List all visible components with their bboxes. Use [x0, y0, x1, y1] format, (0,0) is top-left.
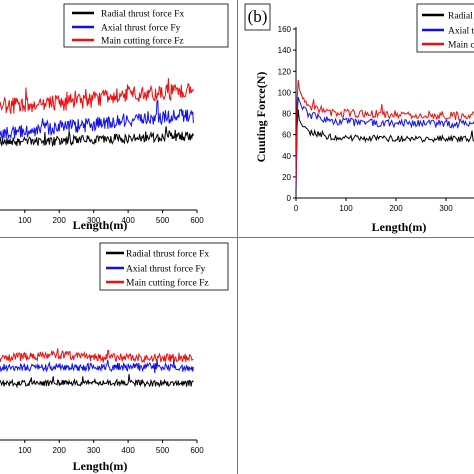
- series-line-main: [295, 79, 474, 182]
- x-tick-label: 100: [18, 216, 32, 225]
- series-line-axial: [0, 358, 194, 374]
- legend-label-radial: Radial thrust force Fx: [101, 9, 184, 20]
- panel-b-line-chart: 0204060801001201401600100200300400Length…: [244, 3, 474, 234]
- panel-content: 0204060801001201401600100200300400Length…: [244, 3, 474, 234]
- y-tick-label: 100: [278, 88, 292, 97]
- x-tick-label: 200: [53, 446, 67, 455]
- x-tick-label: 300: [439, 204, 453, 213]
- x-tick-label: 300: [87, 216, 101, 225]
- panel-a-line-chart: 100 200 300 400 500 600 Length(m) Radial thrust…: [0, 3, 229, 232]
- y-axis-title: Cuuting Force(N): [254, 72, 268, 163]
- series-line-axial: [295, 96, 474, 189]
- y-tick-label: 40: [282, 152, 291, 161]
- panel-c-line-chart: 0100200300400500600Length(m)Radial thrus…: [0, 242, 229, 473]
- legend-label-axial: Axial thrust force Fy: [448, 26, 474, 37]
- series-line-radial: [0, 374, 194, 389]
- legend-label-main: Main cutting force Fz: [126, 278, 209, 289]
- series-line-radial: [295, 109, 474, 193]
- x-tick-label: 400: [121, 446, 135, 455]
- x-tick-label: 200: [389, 204, 403, 213]
- x-tick-label: 300: [87, 446, 101, 455]
- x-tick-label: 600: [190, 216, 204, 225]
- y-tick-label: 0: [287, 194, 292, 203]
- series-line-main: [0, 348, 194, 364]
- legend-label-axial: Axial thrust force Fy: [126, 264, 206, 275]
- y-tick-label: 80: [282, 110, 291, 119]
- series-line-main: [0, 78, 194, 114]
- legend-label-radial: Radial thrust force Fx: [448, 11, 474, 22]
- panel-tag: (b): [248, 7, 268, 26]
- x-tick-label: 100: [18, 446, 32, 455]
- panel-content: 0100200300400500600Length(m)Radial thrus…: [0, 242, 229, 473]
- y-tick-label: 160: [278, 25, 292, 34]
- x-axis-title: Length(m): [372, 220, 427, 234]
- panel-content: 100 200 300 400 500 600 Length(m) Radial thrust…: [0, 3, 229, 232]
- x-tick-label: 200: [53, 216, 67, 225]
- legend-label-main: Main cutting force Fz: [101, 36, 184, 47]
- series-line-radial: [0, 126, 194, 147]
- x-axis-title: Length(m): [73, 218, 128, 232]
- x-tick-label: 0: [294, 204, 299, 213]
- x-tick-label: 500: [156, 446, 170, 455]
- series-line-axial: [0, 99, 194, 140]
- y-tick-label: 140: [278, 46, 292, 55]
- y-tick-label: 20: [282, 173, 291, 182]
- legend-label-axial: Axial thrust force Fy: [101, 23, 181, 34]
- x-axis-title: Length(m): [73, 459, 128, 473]
- legend-label-radial: Radial thrust force Fx: [126, 249, 209, 260]
- y-tick-label: 60: [282, 131, 291, 140]
- legend-label-main: Main cutting force Fz: [448, 40, 474, 51]
- x-tick-label: 400: [121, 216, 135, 225]
- x-tick-label: 500: [156, 216, 170, 225]
- y-tick-label: 120: [278, 67, 292, 76]
- panel-tag-box: [244, 3, 271, 31]
- x-tick-label: 100: [339, 204, 353, 213]
- x-tick-label: 600: [190, 446, 204, 455]
